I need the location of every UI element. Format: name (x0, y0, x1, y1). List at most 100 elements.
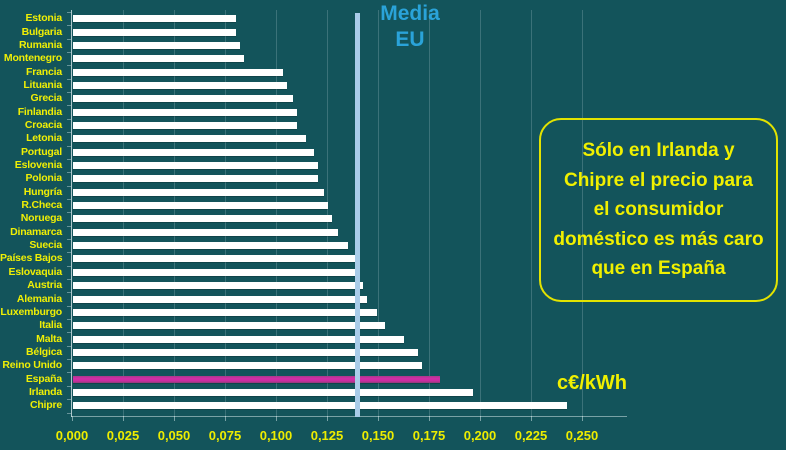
gridline (479, 10, 481, 417)
category-label: Letonia (26, 132, 62, 145)
bar (73, 108, 298, 116)
x-tick-label: 0,100 (259, 428, 293, 443)
x-tick-label: 0,000 (55, 428, 89, 443)
category-label: Estonia (25, 12, 62, 25)
y-axis-tick (67, 25, 71, 27)
category-label: Lituania (23, 78, 62, 91)
bar (73, 242, 349, 250)
x-tick-label: 0,225 (514, 428, 548, 443)
y-axis-tick (67, 132, 71, 134)
bar (73, 402, 567, 410)
bar (73, 348, 418, 356)
bar (73, 95, 294, 103)
annotation-line: el consumidor (593, 199, 724, 221)
category-label: Grecia (30, 92, 63, 105)
gridline (428, 10, 430, 417)
annotation-line: doméstico es más caro (553, 228, 764, 250)
y-axis-tick (67, 305, 71, 307)
bar (73, 28, 237, 36)
y-axis-tick (67, 279, 71, 280)
x-tick-label: 0,125 (310, 428, 344, 443)
x-axis-tick (377, 416, 379, 421)
y-axis-tick (67, 252, 71, 254)
bar (73, 135, 306, 143)
x-axis-tick (173, 416, 175, 421)
media-eu-reference-line (355, 13, 361, 417)
bar (73, 81, 288, 89)
x-axis-tick (428, 416, 430, 421)
y-axis-tick (67, 65, 71, 67)
x-axis-line (71, 416, 627, 417)
bar (73, 215, 333, 223)
category-label: Francia (26, 65, 62, 78)
gridline (275, 10, 277, 417)
category-label: Alemania (16, 292, 62, 305)
category-label: Noruega (20, 212, 62, 225)
bar (73, 68, 284, 76)
y-axis-tick (67, 212, 71, 214)
x-axis-tick (275, 416, 277, 421)
x-axis-tick (326, 416, 328, 421)
media-eu-label: Media EU (368, 1, 452, 53)
y-axis-tick (67, 38, 71, 40)
y-axis-tick (67, 292, 71, 294)
bar (73, 162, 318, 170)
category-label: Rumania (19, 38, 62, 51)
category-label: España (25, 372, 62, 385)
y-axis-tick (67, 92, 71, 94)
bar (73, 268, 359, 276)
annotation-line: Chipre el precio para (563, 169, 753, 191)
category-label: Países Bajos (0, 252, 63, 265)
y-axis-line (71, 10, 72, 417)
y-axis-tick (67, 412, 71, 414)
gridline (224, 10, 226, 417)
bar (73, 388, 473, 396)
bar (73, 295, 367, 303)
y-axis-tick (67, 372, 71, 374)
y-axis-tick (67, 359, 71, 361)
category-label: Eslovenia (14, 159, 62, 172)
bar (73, 202, 328, 210)
y-axis-tick (67, 145, 71, 147)
annotation-line: Sólo en Irlanda y (582, 140, 735, 162)
x-tick-label: 0,200 (463, 428, 497, 443)
x-axis-tick (479, 416, 481, 421)
bar (73, 148, 314, 156)
gridline (326, 10, 328, 417)
y-axis-tick (67, 158, 71, 160)
x-axis-tick (224, 416, 226, 421)
x-tick-label: 0,025 (106, 428, 140, 443)
x-axis-tick (71, 416, 73, 421)
bar (73, 255, 355, 263)
media-eu-label-line1: Media (380, 2, 440, 25)
y-axis-tick (67, 185, 71, 187)
gridline (377, 10, 379, 417)
category-label: Eslovaquia (8, 265, 63, 278)
x-tick-label: 0,250 (565, 428, 599, 443)
category-label: Bélgica (26, 345, 62, 358)
y-axis-tick (67, 52, 71, 54)
bar (73, 362, 422, 370)
y-axis-tick (67, 198, 71, 200)
category-label: Irlanda (28, 385, 62, 398)
category-label: Croacia (24, 118, 62, 131)
y-axis-tick (67, 265, 71, 267)
y-axis-tick (67, 12, 71, 13)
category-label: Reino Unido (2, 359, 62, 372)
bar (73, 308, 377, 316)
category-label: Chipre (29, 399, 62, 412)
x-tick-label: 0,050 (157, 428, 191, 443)
category-label: Montenegro (3, 52, 62, 65)
x-tick-label: 0,175 (412, 428, 446, 443)
bar (73, 188, 324, 196)
category-label: Finlandia (17, 105, 62, 118)
bar (73, 55, 245, 63)
gridline (122, 10, 124, 417)
category-label: Luxemburgo (0, 305, 62, 318)
bar (73, 41, 241, 49)
